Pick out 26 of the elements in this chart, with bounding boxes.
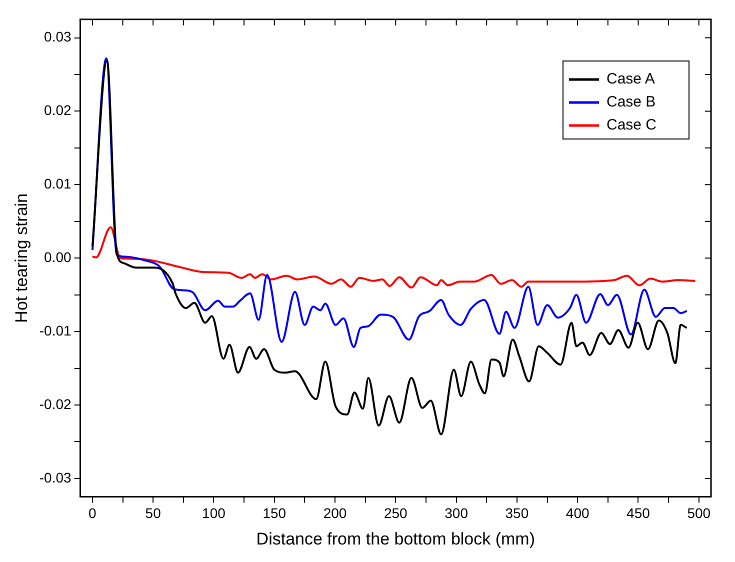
x-tick-label: 450	[626, 505, 650, 522]
legend-label: Case B	[606, 94, 656, 111]
y-tick-label: 0.00	[44, 248, 72, 265]
y-tick-label: -0.02	[39, 396, 72, 412]
x-tick-label: 250	[384, 505, 408, 522]
x-axis-title: Distance from the bottom block (mm)	[256, 529, 536, 548]
y-tick-label: -0.01	[39, 322, 72, 338]
x-tick-label: 100	[202, 505, 226, 522]
x-tick-label: 500	[687, 505, 711, 522]
line-series	[91, 60, 688, 436]
y-tick-label: 0.01	[44, 176, 72, 192]
y-tick-label: 0.02	[44, 102, 72, 118]
x-tick-label: 50	[145, 505, 162, 522]
legend-label: Case A	[606, 70, 655, 88]
x-tick-label: 300	[444, 505, 468, 522]
line-series	[91, 57, 688, 348]
x-tick-label: 150	[262, 505, 286, 522]
legend-label: Case C	[606, 116, 657, 134]
x-tick-label: 350	[505, 505, 529, 522]
x-tick-label: 0	[88, 505, 97, 522]
y-tick-label: 0.03	[44, 28, 72, 45]
line-series	[91, 226, 696, 288]
y-tick-label: -0.03	[39, 469, 72, 486]
x-tick-label: 400	[566, 505, 590, 522]
x-tick-label: 200	[323, 505, 347, 522]
y-axis-title: Hot tearing strain	[12, 193, 31, 323]
